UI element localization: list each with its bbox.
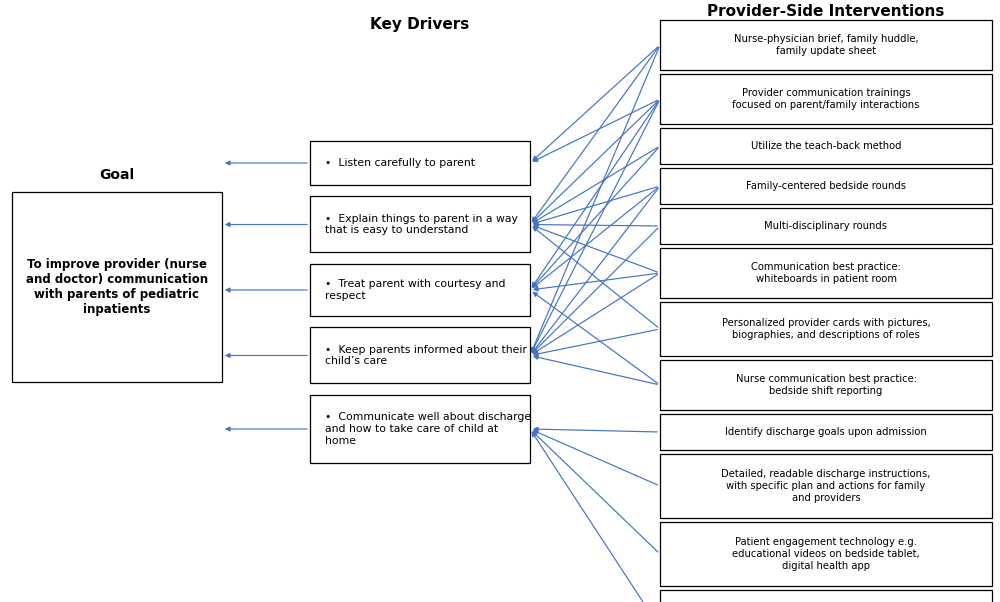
Bar [660, 74, 992, 124]
Bar [660, 128, 992, 164]
Text: •  Listen carefully to parent: • Listen carefully to parent [325, 158, 475, 168]
Text: Utilize the teach-back method: Utilize the teach-back method [751, 141, 901, 151]
Bar [660, 20, 992, 70]
Text: Multi-disciplinary rounds: Multi-disciplinary rounds [765, 221, 888, 231]
Text: Family-centered bedside rounds: Family-centered bedside rounds [746, 181, 906, 191]
Bar [660, 590, 992, 602]
Text: •  Explain things to parent in a way
that is easy to understand: • Explain things to parent in a way that… [325, 214, 518, 235]
Bar [310, 196, 530, 252]
Bar [310, 141, 530, 185]
Bar [660, 522, 992, 586]
Bar [310, 264, 530, 316]
Bar [660, 208, 992, 244]
Text: Provider-Side Interventions: Provider-Side Interventions [707, 4, 945, 19]
Text: Provider communication trainings
focused on parent/family interactions: Provider communication trainings focused… [732, 88, 920, 110]
Bar [12, 192, 222, 382]
Text: Nurse-physician brief, family huddle,
family update sheet: Nurse-physician brief, family huddle, fa… [734, 34, 918, 56]
Text: Nurse communication best practice:
bedside shift reporting: Nurse communication best practice: bedsi… [736, 374, 916, 396]
Bar [660, 360, 992, 410]
Text: Patient engagement technology e.g.
educational videos on bedside tablet,
digital: Patient engagement technology e.g. educa… [732, 538, 920, 571]
Bar [310, 327, 530, 383]
Bar [660, 454, 992, 518]
Bar [660, 302, 992, 356]
Bar [660, 168, 992, 204]
Text: •  Treat parent with courtesy and
respect: • Treat parent with courtesy and respect [325, 279, 506, 301]
Text: Identify discharge goals upon admission: Identify discharge goals upon admission [725, 427, 927, 437]
Text: Communication best practice:
whiteboards in patient room: Communication best practice: whiteboards… [751, 262, 901, 284]
Bar [660, 414, 992, 450]
Text: Personalized provider cards with pictures,
biographies, and descriptions of role: Personalized provider cards with picture… [722, 318, 930, 340]
Bar [660, 248, 992, 298]
Text: To improve provider (nurse
and doctor) communication
with parents of pediatric
i: To improve provider (nurse and doctor) c… [26, 258, 208, 316]
Text: •  Keep parents informed about their
child’s care: • Keep parents informed about their chil… [325, 345, 527, 366]
Bar [310, 395, 530, 463]
Text: •  Communicate well about discharge
and how to take care of child at
home: • Communicate well about discharge and h… [325, 412, 531, 445]
Text: Key Drivers: Key Drivers [370, 17, 470, 32]
Text: Detailed, readable discharge instructions,
with specific plan and actions for fa: Detailed, readable discharge instruction… [721, 470, 931, 503]
Text: Goal: Goal [99, 168, 135, 182]
